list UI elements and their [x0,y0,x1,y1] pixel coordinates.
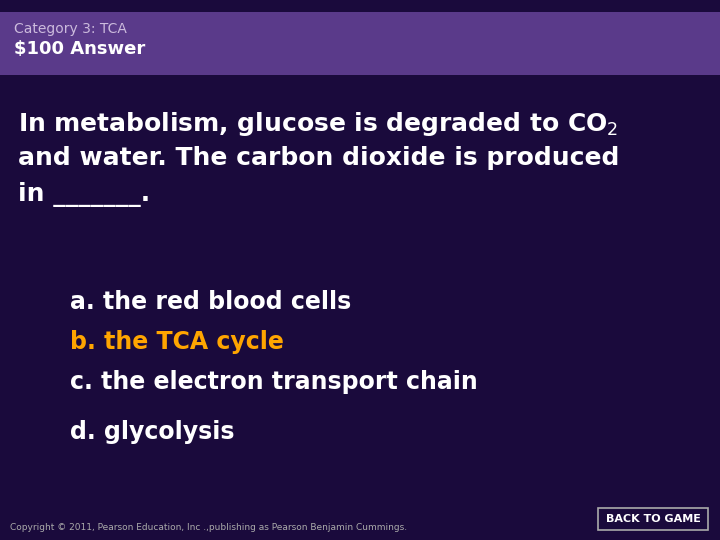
Text: BACK TO GAME: BACK TO GAME [606,514,701,524]
FancyBboxPatch shape [0,0,720,75]
Text: a. the red blood cells: a. the red blood cells [70,290,351,314]
Text: in _______.: in _______. [18,182,150,207]
Text: c. the electron transport chain: c. the electron transport chain [70,370,478,394]
FancyBboxPatch shape [0,0,720,12]
Text: Category 3: TCA: Category 3: TCA [14,22,127,36]
FancyBboxPatch shape [598,508,708,530]
Text: and water. The carbon dioxide is produced: and water. The carbon dioxide is produce… [18,146,619,170]
Text: b. the TCA cycle: b. the TCA cycle [70,330,284,354]
Text: $100 Answer: $100 Answer [14,40,145,58]
Text: d. glycolysis: d. glycolysis [70,420,235,444]
Text: In metabolism, glucose is degraded to CO$_2$: In metabolism, glucose is degraded to CO… [18,110,618,138]
Text: Copyright © 2011, Pearson Education, Inc .,publishing as Pearson Benjamin Cummin: Copyright © 2011, Pearson Education, Inc… [10,523,407,532]
